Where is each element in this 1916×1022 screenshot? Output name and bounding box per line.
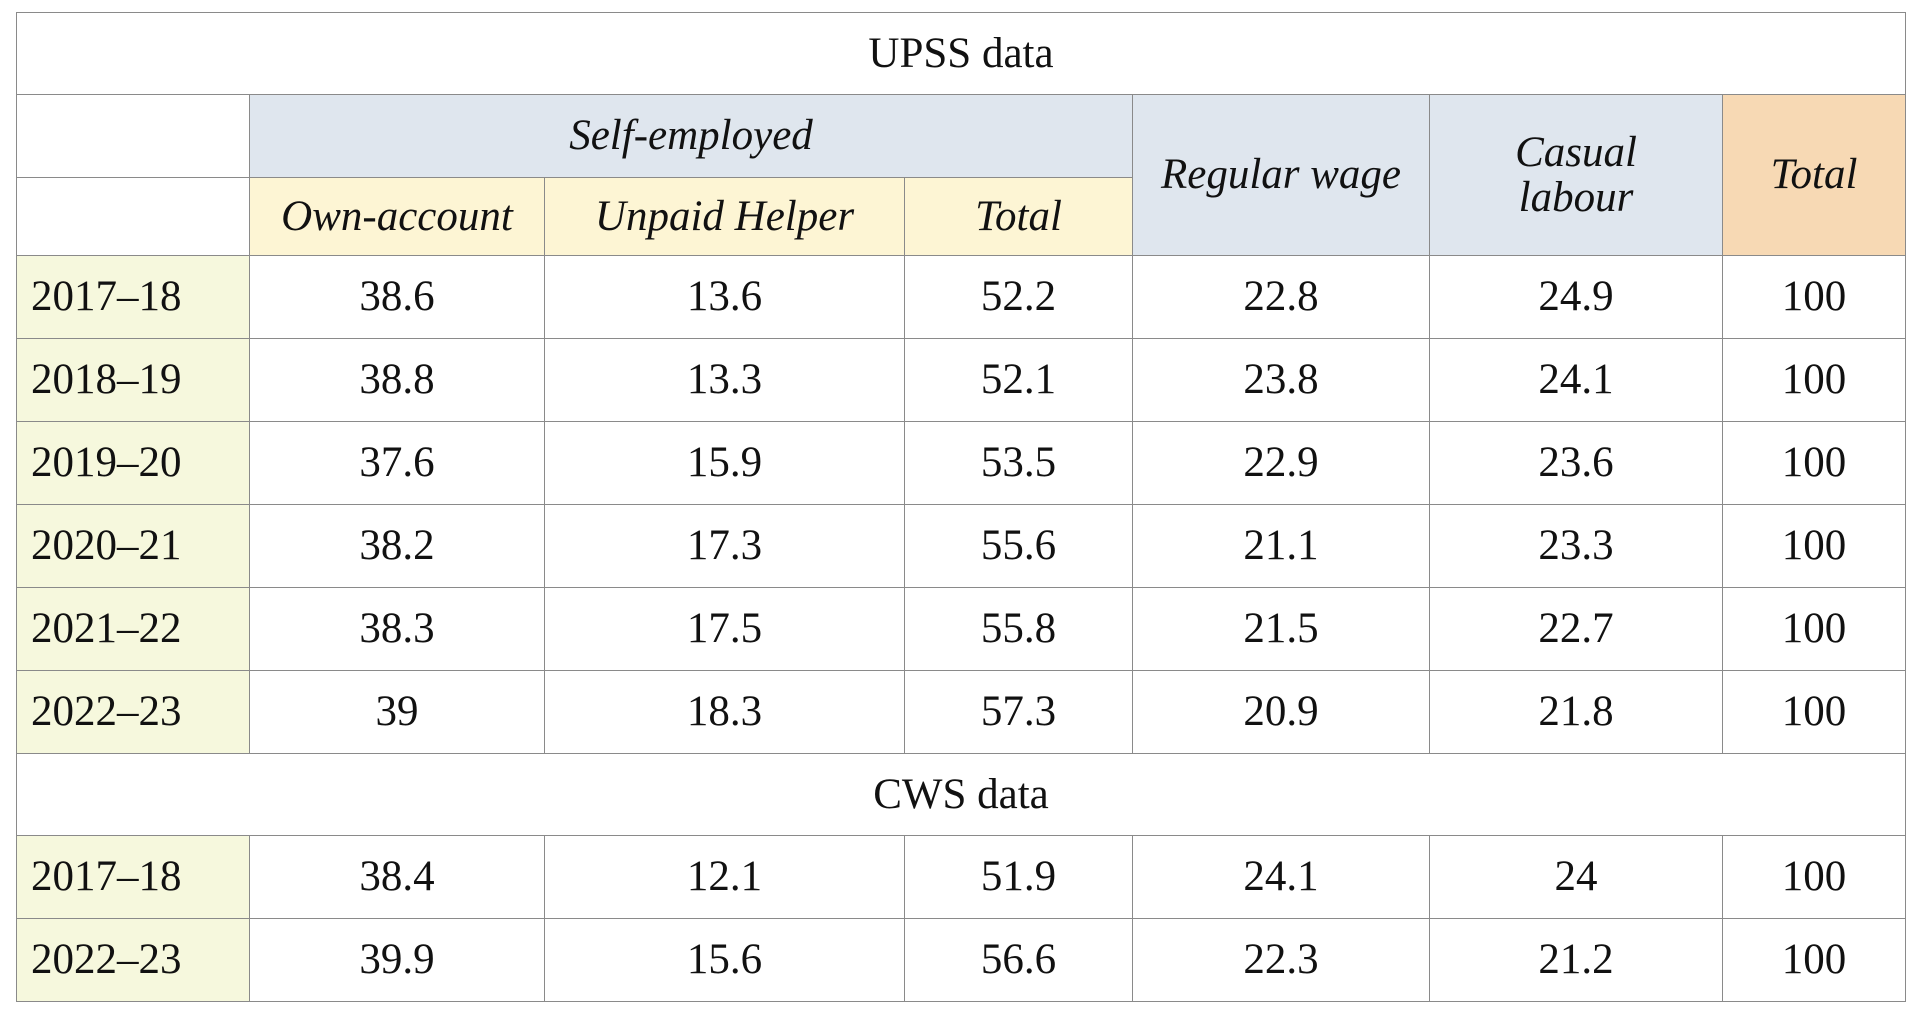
self-employed-total-cell: 52.1 [904, 338, 1133, 422]
unpaid-helper-cell: 18.3 [544, 670, 905, 754]
total-cell: 100 [1721, 835, 1907, 919]
own-account-header: Own-account [249, 177, 545, 256]
year-cell: 2022–23 [16, 670, 250, 754]
year-cell: 2020–21 [16, 504, 250, 588]
regular-wage-cell: 21.5 [1132, 587, 1430, 671]
regular-wage-header: Regular wage [1132, 94, 1430, 256]
casual-labour-cell: 21.8 [1429, 670, 1723, 754]
casual-labour-header: Casual labour [1429, 94, 1723, 256]
own-account-cell: 38.3 [249, 587, 545, 671]
unpaid-helper-cell: 17.3 [544, 504, 905, 588]
casual-labour-cell: 21.2 [1429, 918, 1723, 1002]
year-cell: 2018–19 [16, 338, 250, 422]
regular-wage-cell: 22.8 [1132, 255, 1430, 339]
own-account-cell: 38.8 [249, 338, 545, 422]
self-employed-total-cell: 57.3 [904, 670, 1133, 754]
self-employed-total-cell: 53.5 [904, 421, 1133, 505]
unpaid-helper-cell: 13.6 [544, 255, 905, 339]
year-cell: 2017–18 [16, 255, 250, 339]
self-employed-total-cell: 55.6 [904, 504, 1133, 588]
total-cell: 100 [1721, 421, 1907, 505]
header-row-2: Own-account Unpaid Helper Total [16, 177, 1906, 256]
regular-wage-cell: 21.1 [1132, 504, 1430, 588]
self-employed-total-cell: 52.2 [904, 255, 1133, 339]
table-row: 2022–23 39.9 15.6 56.6 22.3 21.2 100 [16, 918, 1907, 1002]
self-employed-total-header: Total [904, 177, 1133, 256]
own-account-cell: 38.6 [249, 255, 545, 339]
year-cell: 2019–20 [16, 421, 250, 505]
total-cell: 100 [1721, 255, 1907, 339]
regular-wage-cell: 22.3 [1132, 918, 1430, 1002]
table-row: 2021–22 38.3 17.5 55.8 21.5 22.7 100 [16, 587, 1907, 671]
year-cell: 2021–22 [16, 587, 250, 671]
header-corner-top [16, 94, 250, 178]
own-account-cell: 39 [249, 670, 545, 754]
table-row: 2020–21 38.2 17.3 55.6 21.1 23.3 100 [16, 504, 1907, 588]
cws-section-title: CWS data [15, 753, 1907, 836]
regular-wage-cell: 24.1 [1132, 835, 1430, 919]
year-cell: 2017–18 [16, 835, 250, 919]
total-cell: 100 [1721, 587, 1907, 671]
casual-labour-cell: 24.1 [1429, 338, 1723, 422]
total-cell: 100 [1721, 338, 1907, 422]
casual-labour-cell: 22.7 [1429, 587, 1723, 671]
table-row: 2022–23 39 18.3 57.3 20.9 21.8 100 [16, 670, 1907, 754]
regular-wage-cell: 23.8 [1132, 338, 1430, 422]
unpaid-helper-cell: 17.5 [544, 587, 905, 671]
table-row: 2019–20 37.6 15.9 53.5 22.9 23.6 100 [16, 421, 1907, 505]
own-account-cell: 38.4 [249, 835, 545, 919]
total-header: Total [1721, 94, 1907, 256]
table-row: 2017–18 38.4 12.1 51.9 24.1 24 100 [16, 835, 1907, 919]
unpaid-helper-cell: 15.9 [544, 421, 905, 505]
casual-labour-cell: 23.3 [1429, 504, 1723, 588]
cws-section-row: CWS data [15, 753, 1907, 836]
casual-labour-cell: 24.9 [1429, 255, 1723, 339]
regular-wage-cell: 22.9 [1132, 421, 1430, 505]
self-employed-total-cell: 51.9 [904, 835, 1133, 919]
year-cell: 2022–23 [16, 918, 250, 1002]
own-account-cell: 38.2 [249, 504, 545, 588]
self-employed-total-cell: 55.8 [904, 587, 1133, 671]
table-row: 2017–18 38.6 13.6 52.2 22.8 24.9 100 [16, 255, 1907, 339]
total-cell: 100 [1721, 918, 1907, 1002]
upss-section-row: UPSS data [15, 12, 1907, 95]
self-employed-total-cell: 56.6 [904, 918, 1133, 1002]
own-account-cell: 39.9 [249, 918, 545, 1002]
own-account-cell: 37.6 [249, 421, 545, 505]
regular-wage-cell: 20.9 [1132, 670, 1430, 754]
unpaid-helper-header: Unpaid Helper [544, 177, 905, 256]
unpaid-helper-cell: 15.6 [544, 918, 905, 1002]
casual-labour-cell: 23.6 [1429, 421, 1723, 505]
total-cell: 100 [1721, 504, 1907, 588]
table-row: 2018–19 38.8 13.3 52.1 23.8 24.1 100 [16, 338, 1907, 422]
self-employed-header: Self-employed [249, 94, 1133, 178]
unpaid-helper-cell: 12.1 [544, 835, 905, 919]
table-body: UPSS data Self-employed Regular wage Cas… [15, 12, 1907, 1002]
casual-labour-cell: 24 [1429, 835, 1723, 919]
employment-status-table: UPSS data Self-employed Regular wage Cas… [15, 12, 1907, 1002]
header-corner-bottom [16, 177, 250, 256]
total-cell: 100 [1721, 670, 1907, 754]
unpaid-helper-cell: 13.3 [544, 338, 905, 422]
upss-section-title: UPSS data [15, 12, 1907, 95]
header-row-1: Self-employed Regular wage Casual labour… [16, 94, 1907, 256]
